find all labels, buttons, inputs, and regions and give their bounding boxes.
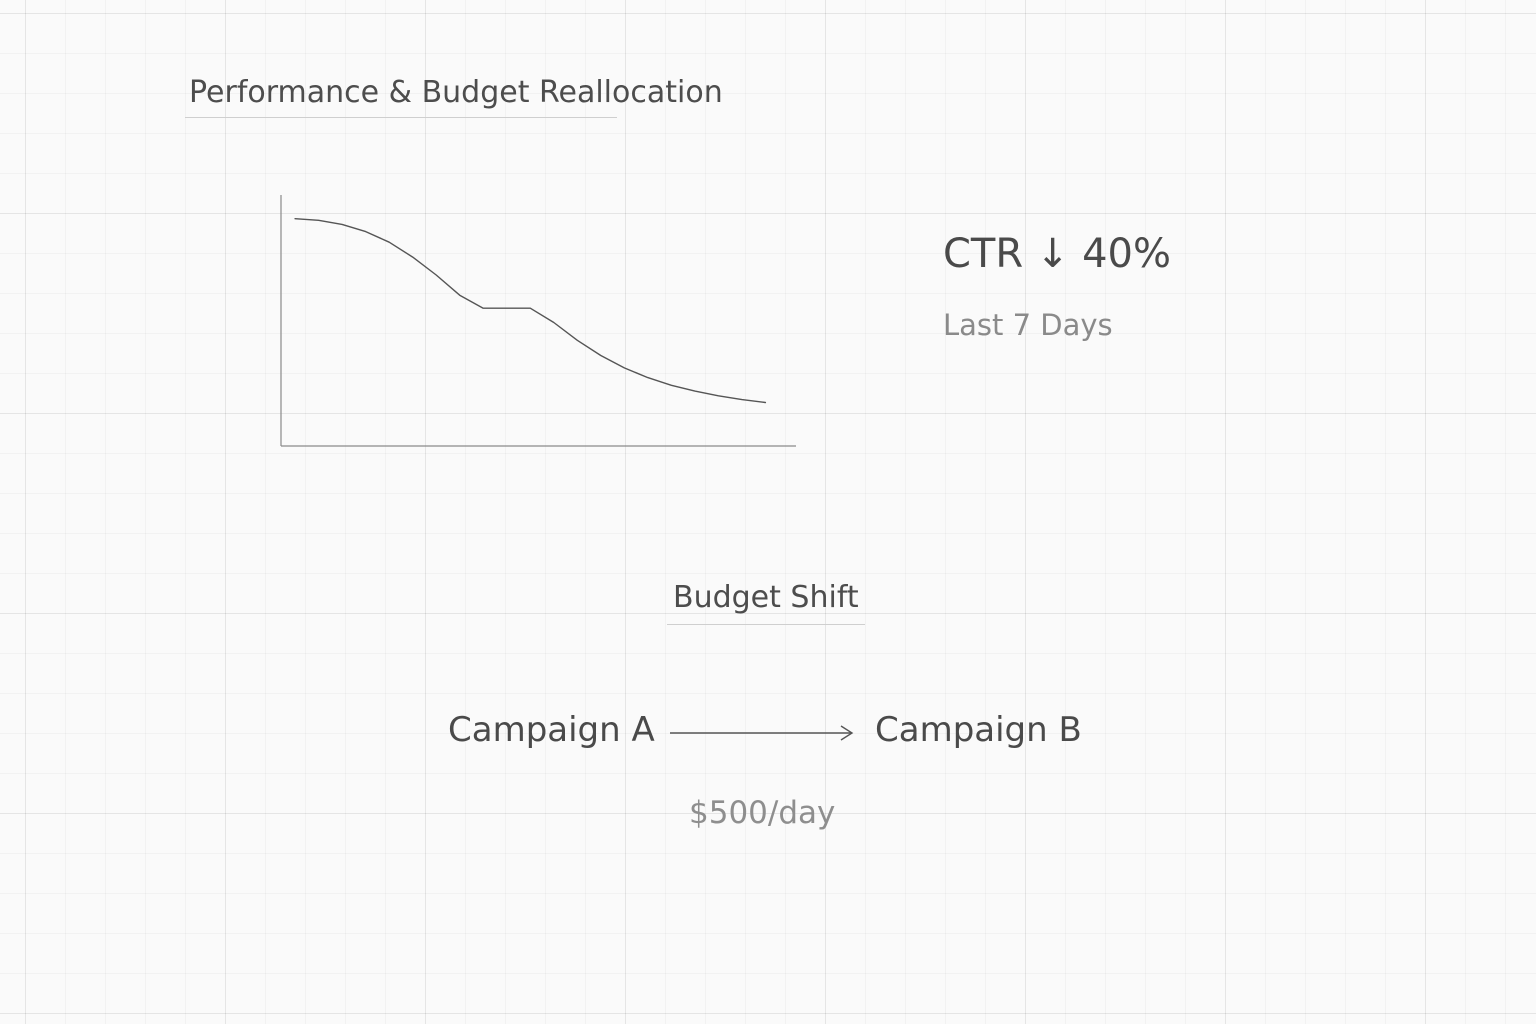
ctr-series-line-0 xyxy=(294,218,767,404)
page-title: Performance & Budget Reallocation xyxy=(189,75,723,110)
ctr-period-label: Last 7 Days xyxy=(943,308,1113,342)
budget-shift-underline xyxy=(667,624,865,625)
ctr-line-chart xyxy=(280,195,796,447)
budget-shift-title: Budget Shift xyxy=(673,580,859,615)
title-underline xyxy=(185,117,617,118)
target-campaign-label: Campaign B xyxy=(875,710,1082,750)
budget-shift-amount: $500/day xyxy=(689,795,836,831)
source-campaign-label: Campaign A xyxy=(448,710,655,750)
ctr-change-value: CTR ↓ 40% xyxy=(943,231,1172,277)
arrow-right-icon xyxy=(670,725,854,741)
series-layer xyxy=(294,218,767,404)
